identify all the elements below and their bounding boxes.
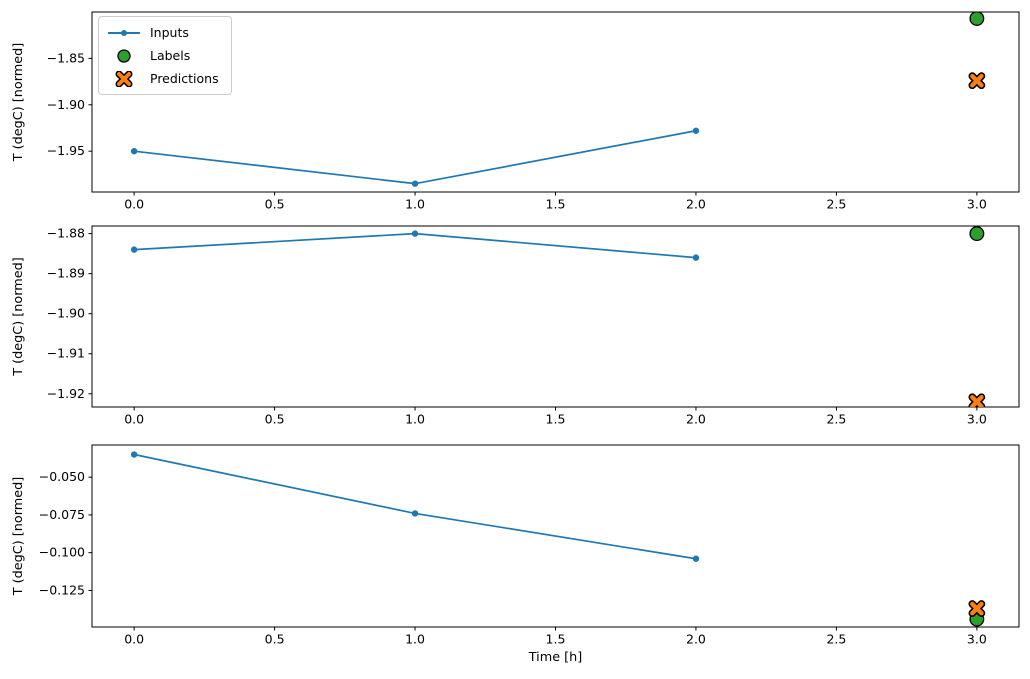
legend-label-labels: Labels	[150, 48, 191, 63]
x-tick-label: 1.5	[546, 632, 566, 647]
y-tick-label: −1.92	[47, 386, 85, 401]
y-tick-label: −1.95	[47, 143, 85, 158]
x-tick-label: 1.0	[405, 632, 425, 647]
inputs-point	[411, 230, 419, 237]
y-tick-label: −0.050	[39, 469, 85, 484]
subplot-1: 0.0 0.5 1.0 1.5 2.0 2.5 3.0 −1.85 −1.90 −1.95 T (d…	[11, 11, 1020, 212]
y-axis-label: T (degC) [normed]	[11, 477, 26, 596]
x-tick-label: 3.0	[967, 412, 987, 427]
line-dot-icon	[108, 29, 140, 36]
y-tick-label: −1.90	[47, 306, 85, 321]
predictions-point	[970, 601, 984, 616]
x-tick-label: 0.0	[124, 197, 144, 212]
x-tick-label: 0.5	[265, 412, 285, 427]
y-tick-label: −0.125	[39, 582, 85, 597]
y-tick-label: −1.88	[47, 226, 85, 241]
x-tick-label: 1.0	[405, 412, 425, 427]
x-tick-label: 2.0	[686, 632, 706, 647]
y-tick-label: −0.100	[39, 545, 85, 560]
y-axis-label: T (degC) [normed]	[11, 43, 26, 162]
x-tick-label: 2.0	[686, 412, 706, 427]
inputs-point	[411, 180, 419, 187]
legend-item-labels: Labels	[107, 45, 219, 66]
x-tick-label: 3.0	[967, 632, 987, 647]
inputs-point	[692, 555, 700, 562]
legend-label-predictions: Predictions	[150, 71, 219, 86]
x-axis-label: Time [h]	[528, 650, 582, 665]
x-tick-label: 0.0	[124, 412, 144, 427]
predictions-point	[970, 394, 984, 407]
legend: Inputs Labels Predictions	[98, 16, 232, 95]
x-tick-label: 1.5	[546, 412, 566, 427]
inputs-point	[411, 510, 419, 517]
legend-item-inputs: Inputs	[107, 22, 219, 43]
subplot-2: 0.0 0.5 1.0 1.5 2.0 2.5 3.0 −1.88 −1.89 −1.90 −1.9…	[11, 225, 1020, 427]
inputs-line	[133, 453, 697, 560]
inputs-point	[130, 246, 138, 253]
x-tick-label: 0.5	[265, 197, 285, 212]
y-tick-label: −1.89	[47, 266, 85, 281]
circle-icon	[117, 48, 131, 63]
x-tick-label: 2.5	[826, 197, 846, 212]
y-tick-label: −1.85	[47, 50, 85, 65]
x-tick-label: 0.5	[265, 632, 285, 647]
inputs-line	[134, 232, 697, 259]
x-marker-icon	[115, 70, 133, 87]
legend-item-predictions: Predictions	[107, 68, 219, 89]
x-tick-label: 1.0	[405, 197, 425, 212]
x-tick-label: 0.0	[124, 632, 144, 647]
x-tick-label: 1.5	[546, 197, 566, 212]
legend-label-inputs: Inputs	[150, 25, 189, 40]
x-tick-label: 3.0	[967, 197, 987, 212]
y-axis-label: T (degC) [normed]	[11, 257, 26, 376]
inputs-point	[692, 254, 700, 261]
inputs-point	[130, 451, 138, 458]
x-tick-label: 2.0	[686, 197, 706, 212]
inputs-point	[130, 147, 138, 155]
y-tick-label: −0.075	[39, 507, 85, 522]
x-tick-label: 2.5	[826, 412, 846, 427]
labels-point	[969, 226, 985, 242]
inputs-line	[134, 129, 697, 185]
x-tick-label: 2.5	[826, 632, 846, 647]
inputs-point	[692, 127, 700, 134]
subplot-3: 0.0 0.5 1.0 1.5 2.0 2.5 3.0 −0.050 −0.075 −0.100 −…	[11, 444, 1020, 647]
predictions-point	[970, 73, 984, 88]
labels-point	[969, 12, 985, 26]
y-tick-label: −1.90	[47, 97, 85, 112]
y-tick-label: −1.91	[47, 346, 85, 361]
axes-frame	[91, 225, 1020, 408]
